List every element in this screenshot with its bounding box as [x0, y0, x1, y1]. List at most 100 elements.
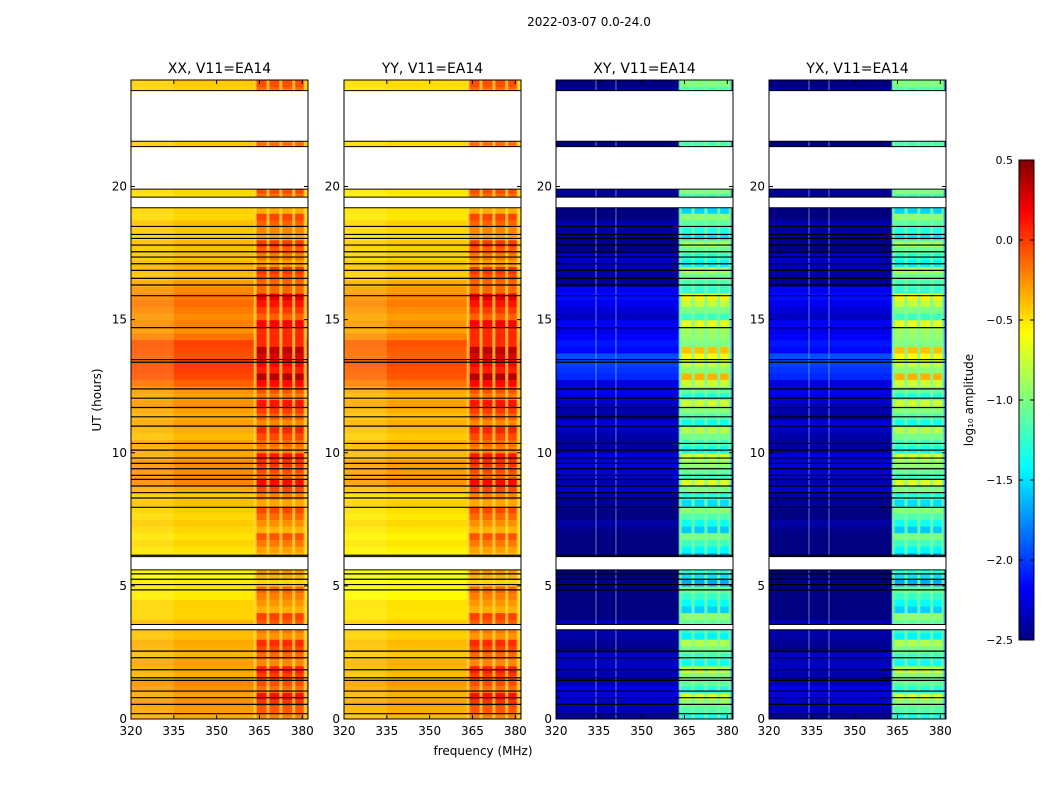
- time-strip: [344, 492, 521, 500]
- time-strip: [556, 599, 733, 607]
- time-strip: [769, 506, 946, 514]
- time-strip: [769, 645, 946, 654]
- time-strip: [556, 352, 733, 361]
- x-tick-label: 365: [248, 724, 271, 738]
- time-strip: [344, 299, 521, 307]
- x-tick-label: 320: [120, 724, 143, 738]
- time-strip: [769, 186, 946, 194]
- time-strip: [769, 399, 946, 407]
- rfi-channel-line: [266, 80, 270, 719]
- time-strip: [769, 605, 946, 614]
- time-strip: [344, 226, 521, 234]
- blank-gap: [556, 90, 733, 142]
- time-strip: [769, 392, 946, 401]
- time-strip: [556, 359, 733, 367]
- rfi-channel-line: [691, 80, 695, 719]
- time-strip: [344, 512, 521, 520]
- time-strip: [556, 612, 733, 620]
- time-strip: [344, 239, 521, 248]
- time-strip: [556, 299, 733, 307]
- time-strip: [769, 525, 946, 534]
- blank-gap: [131, 90, 308, 142]
- time-strip: [769, 299, 946, 307]
- time-strip: [556, 233, 733, 241]
- blank-gap: [131, 146, 308, 190]
- time-strip: [131, 206, 308, 214]
- y-tick-label: 5: [119, 579, 127, 593]
- time-strip: [556, 659, 733, 667]
- time-strip: [344, 539, 521, 547]
- time-strip: [344, 286, 521, 294]
- time-strip: [556, 319, 733, 327]
- blank-gap: [131, 197, 308, 208]
- panel-frame: [343, 79, 522, 720]
- time-strip: [131, 539, 308, 547]
- colorbar: 0.5 0.0 −0.5 −1.0 −1.5 −2.0 −2.5 log₁₀ amplitu…: [962, 154, 1035, 647]
- panel-1: YY, V11=EA14 320 335 350 365 380 0 5 10 15 20: [325, 61, 527, 738]
- rfi-channel-line: [505, 80, 509, 719]
- time-strip: [769, 352, 946, 361]
- time-strip: [769, 332, 946, 341]
- time-strip: [344, 506, 521, 514]
- time-strip: [769, 306, 946, 314]
- blank-gap: [769, 90, 946, 142]
- time-strip: [344, 213, 521, 221]
- time-strip: [769, 219, 946, 228]
- time-strip: [556, 679, 733, 687]
- time-strip: [344, 639, 521, 647]
- time-strip: [344, 679, 521, 687]
- panel-title: YY, V11=EA14: [381, 61, 483, 77]
- time-strip: [131, 319, 308, 327]
- time-strip: [769, 619, 946, 627]
- time-strip: [131, 472, 308, 480]
- time-strip: [344, 466, 521, 474]
- y-tick-label: 10: [750, 446, 765, 460]
- time-strip: [769, 572, 946, 580]
- colorbar-tick-label: −1.5: [986, 474, 1013, 487]
- time-strip: [769, 492, 946, 500]
- x-tick-label: 365: [461, 724, 484, 738]
- time-strip: [556, 399, 733, 407]
- time-strip: [556, 539, 733, 547]
- panel-frame: [768, 79, 947, 720]
- time-strip: [769, 705, 946, 713]
- blank-gap: [556, 624, 733, 630]
- rfi-channel-line: [492, 80, 496, 719]
- time-strip: [344, 392, 521, 401]
- time-strip: [556, 273, 733, 281]
- time-strip: [131, 579, 308, 587]
- time-strip: [769, 452, 946, 461]
- time-strip: [131, 659, 308, 667]
- time-strip: [344, 605, 521, 614]
- time-strip: [556, 366, 733, 374]
- time-strip: [769, 639, 946, 647]
- blank-gap: [344, 556, 521, 570]
- y-tick-label: 15: [325, 313, 340, 327]
- blank-gap: [344, 197, 521, 208]
- time-strip: [131, 619, 308, 627]
- time-strip: [556, 545, 733, 554]
- x-tick-label: 365: [886, 724, 909, 738]
- rfi-channel-line: [728, 80, 732, 719]
- colorbar-ticks: 0.5 0.0 −0.5 −1.0 −1.5 −2.0 −2.5: [986, 154, 1034, 647]
- time-strip: [131, 346, 308, 354]
- time-strip: [769, 233, 946, 241]
- time-strip: [131, 419, 308, 427]
- time-strip: [344, 399, 521, 407]
- y-tick-label: 10: [325, 446, 340, 460]
- y-tick-label: 5: [544, 579, 552, 593]
- x-tick-label: 320: [545, 724, 568, 738]
- blank-gap: [131, 624, 308, 630]
- time-strip: [769, 346, 946, 354]
- time-strip: [344, 499, 521, 507]
- time-strip: [556, 672, 733, 680]
- time-strip: [131, 239, 308, 248]
- time-strip: [556, 692, 733, 700]
- time-strip: [556, 186, 733, 194]
- time-strip: [556, 206, 733, 214]
- time-strip: [556, 346, 733, 354]
- time-strip: [344, 685, 521, 693]
- rfi-channel-line: [904, 80, 908, 719]
- time-strip: [131, 599, 308, 607]
